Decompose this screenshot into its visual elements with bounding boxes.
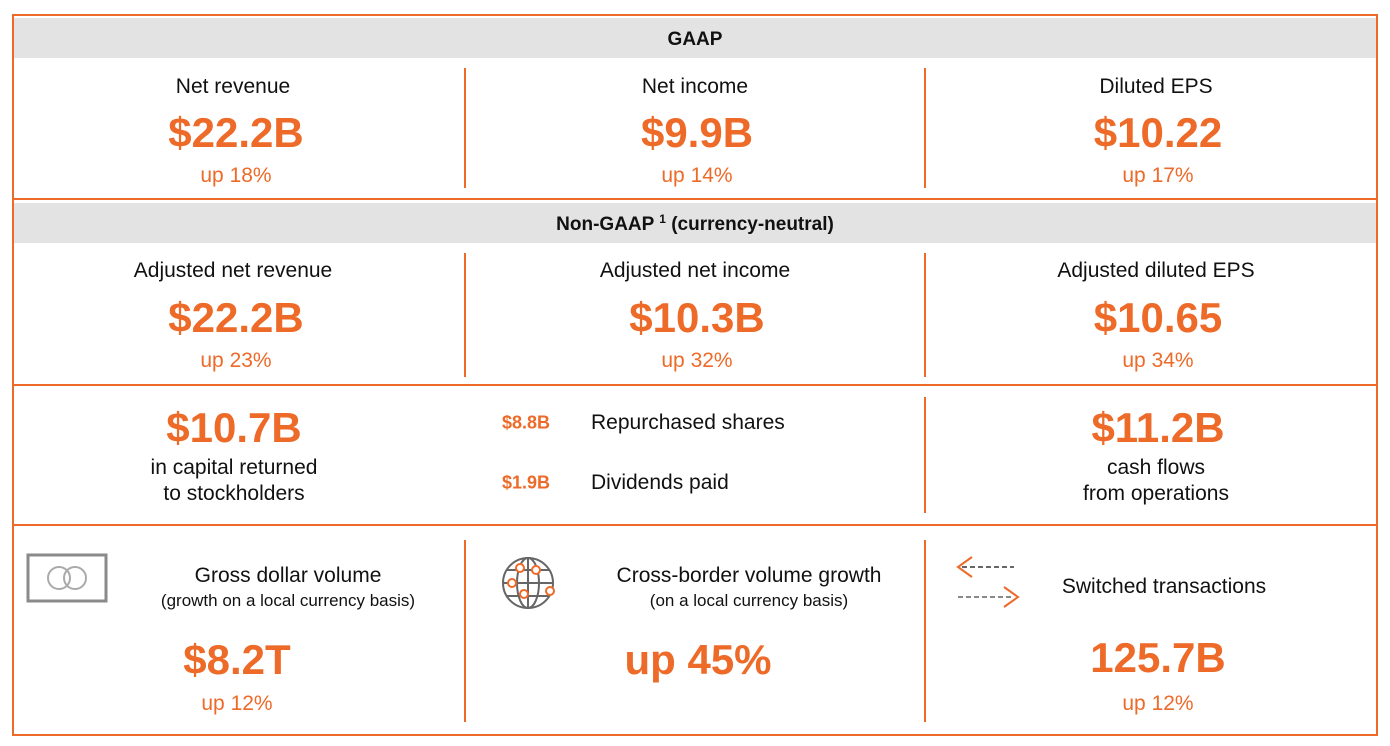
metric-change: up 32% bbox=[661, 349, 733, 372]
divider bbox=[924, 540, 926, 722]
header-band bbox=[14, 18, 1376, 58]
metric-label: Adjusted diluted EPS bbox=[1057, 259, 1255, 282]
metric-label: Adjusted net income bbox=[599, 259, 791, 282]
metric-value: 125.7B bbox=[1090, 634, 1226, 681]
metric-label: Diluted EPS bbox=[1099, 75, 1213, 98]
divider bbox=[464, 540, 466, 722]
divider bbox=[14, 384, 1376, 386]
metric-value: $10.65 bbox=[1093, 294, 1223, 341]
section-title: GAAP bbox=[667, 29, 723, 50]
metric-label: Gross dollar volume bbox=[194, 564, 382, 587]
metric-value: $11.2B bbox=[1091, 404, 1225, 451]
title-text: Non-GAAP bbox=[556, 214, 654, 236]
metric-change: up 23% bbox=[200, 349, 272, 372]
globe-icon bbox=[502, 557, 555, 609]
metric-value: $9.9B bbox=[640, 109, 754, 156]
metric-label: Net income bbox=[641, 75, 749, 98]
card-icon bbox=[26, 553, 108, 603]
metric-label: to stockholders bbox=[163, 482, 305, 505]
metric-value: up 45% bbox=[624, 636, 772, 683]
metric-label: Switched transactions bbox=[1061, 575, 1267, 598]
metric-label: in capital returned bbox=[150, 456, 318, 479]
footnote-mark: 1 bbox=[659, 211, 666, 226]
metric-label: Net revenue bbox=[175, 75, 291, 98]
divider bbox=[924, 253, 926, 377]
metric-value: $22.2B bbox=[168, 294, 304, 341]
divider bbox=[924, 68, 926, 188]
header-band bbox=[14, 203, 1376, 243]
divider bbox=[464, 253, 466, 377]
divider bbox=[464, 68, 466, 188]
metric-label: Dividends paid bbox=[591, 471, 729, 494]
arrows-icon bbox=[956, 556, 1020, 608]
metric-value: $10.22 bbox=[1093, 109, 1223, 156]
metric-label: Cross-border volume growth bbox=[616, 564, 882, 587]
section-title: Non-GAAP 1 (currency-neutral) bbox=[556, 212, 834, 236]
metric-label: cash flows bbox=[1106, 456, 1206, 479]
metric-value: $8.2T bbox=[183, 636, 291, 683]
metric-change: up 18% bbox=[200, 164, 272, 187]
metric-label: Repurchased shares bbox=[591, 411, 785, 434]
metric-change: up 17% bbox=[1122, 164, 1194, 187]
metric-sublabel: (on a local currency basis) bbox=[649, 591, 849, 610]
metric-change: up 14% bbox=[661, 164, 733, 187]
metric-sublabel: (growth on a local currency basis) bbox=[160, 591, 416, 610]
divider bbox=[14, 524, 1376, 526]
metric-label: from operations bbox=[1083, 482, 1229, 505]
metric-change: up 34% bbox=[1122, 349, 1194, 372]
metric-value: $22.2B bbox=[168, 109, 304, 156]
metric-value: $1.9B bbox=[502, 472, 551, 493]
metric-change: up 12% bbox=[1122, 692, 1194, 715]
metric-value: $10.3B bbox=[629, 294, 765, 341]
divider bbox=[924, 397, 926, 513]
title-qualifier: (currency-neutral) bbox=[671, 214, 834, 236]
metric-change: up 12% bbox=[201, 692, 273, 715]
metric-value: $8.8B bbox=[502, 412, 551, 433]
metric-value: $10.7B bbox=[166, 404, 302, 451]
frame bbox=[12, 14, 1378, 736]
divider bbox=[14, 198, 1376, 200]
metric-label: Adjusted net revenue bbox=[133, 259, 333, 282]
